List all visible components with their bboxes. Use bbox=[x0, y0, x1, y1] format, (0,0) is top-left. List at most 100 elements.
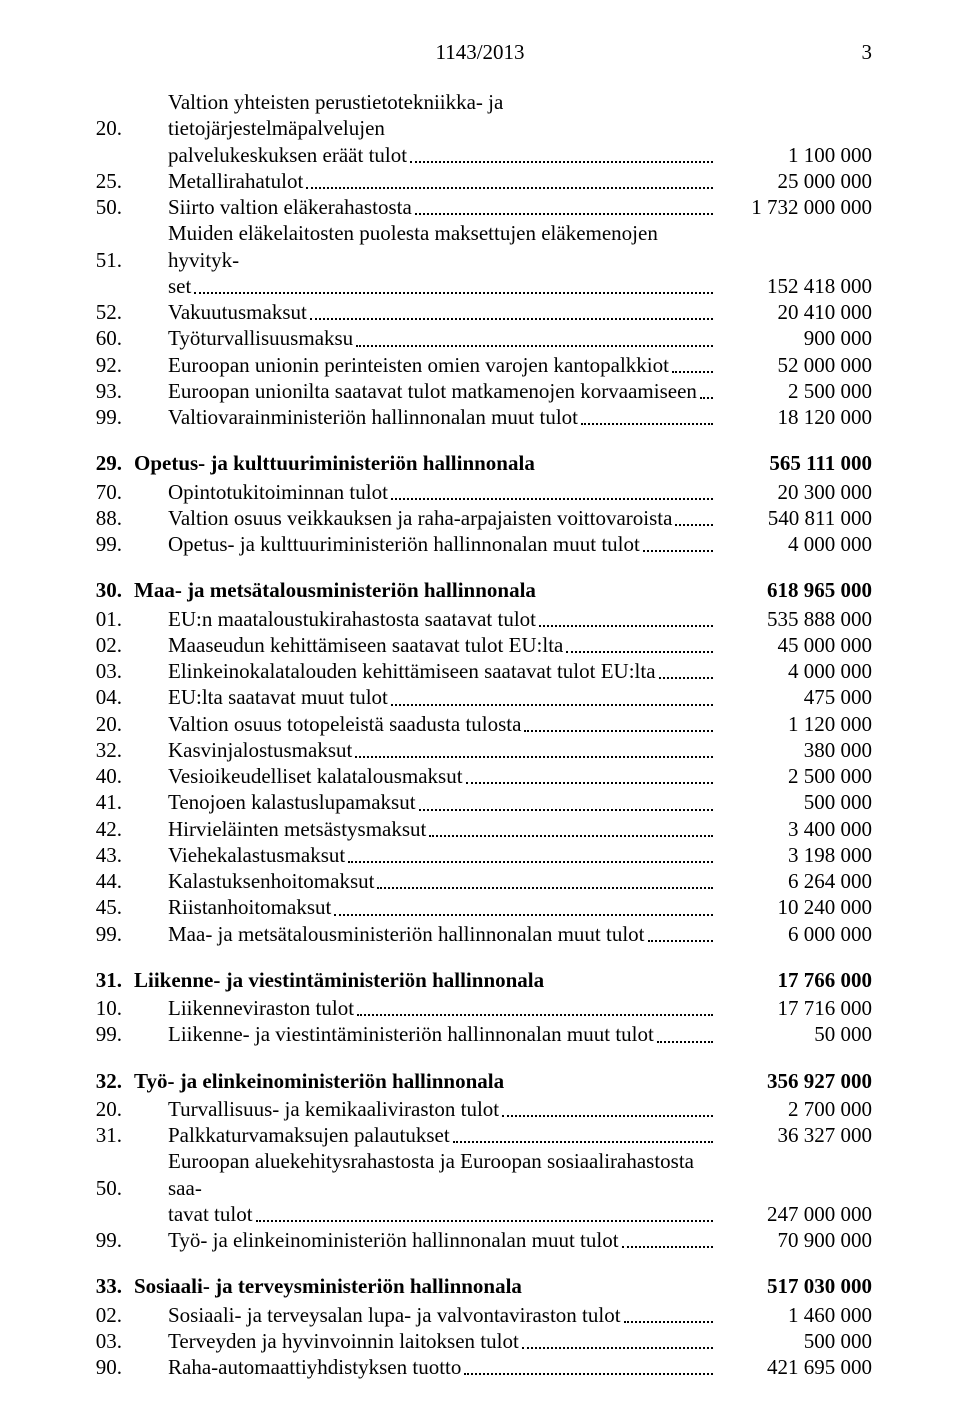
row-body: Maa- ja metsätalousministeriön hallinnon… bbox=[128, 921, 872, 947]
leader-dots bbox=[522, 1346, 713, 1349]
row-label: Muiden eläkelaitosten puolesta maksettuj… bbox=[168, 220, 716, 273]
row-label: Valtion osuus totopeleistä saadusta tulo… bbox=[168, 711, 521, 737]
row-value: 1 732 000 000 bbox=[716, 194, 872, 220]
label-wrap: Opetus- ja kulttuuriministeriön hallinno… bbox=[134, 450, 716, 476]
row-label: Maaseudun kehittämiseen saatavat tulot E… bbox=[168, 632, 563, 658]
row-number: 99. bbox=[88, 404, 128, 430]
budget-row: 45.Riistanhoitomaksut10 240 000 bbox=[88, 894, 872, 920]
row-body: Euroopan unionin perinteisten omien varo… bbox=[128, 352, 872, 378]
leader-dots bbox=[453, 1140, 713, 1143]
row-number: 60. bbox=[88, 325, 128, 351]
label-wrap: set bbox=[168, 273, 716, 299]
label-wrap: Valtion osuus veikkauksen ja raha-arpaja… bbox=[168, 505, 716, 531]
label-wrap: Euroopan aluekehitysrahastosta ja Euroop… bbox=[168, 1148, 716, 1201]
document-page: 1143/2013 3 20. Valtion yhteisten perusti… bbox=[0, 0, 960, 1420]
row-value: 380 000 bbox=[716, 737, 872, 763]
row-number: 31. bbox=[88, 1122, 128, 1148]
row-value: 535 888 000 bbox=[716, 606, 872, 632]
row-body: Opintotukitoiminnan tulot20 300 000 bbox=[128, 479, 872, 505]
row-number: 90. bbox=[88, 1354, 128, 1380]
row-number: 10. bbox=[88, 995, 128, 1021]
row-label: Vakuutusmaksut bbox=[168, 299, 307, 325]
budget-row: 60.Työturvallisuusmaksu900 000 bbox=[88, 325, 872, 351]
row-label: Liikenneviraston tulot bbox=[168, 995, 354, 1021]
row-number: 29. bbox=[88, 450, 128, 476]
budget-row: 88.Valtion osuus veikkauksen ja raha-arp… bbox=[88, 505, 872, 531]
leader-dots bbox=[391, 703, 713, 706]
row-value: 4 000 000 bbox=[716, 658, 872, 684]
row-number: 99. bbox=[88, 921, 128, 947]
budget-row: 42.Hirvieläinten metsästysmaksut3 400 00… bbox=[88, 816, 872, 842]
leader-dots bbox=[657, 1040, 713, 1043]
row-value: 6 000 000 bbox=[716, 921, 872, 947]
row-body: Valtion osuus veikkauksen ja raha-arpaja… bbox=[128, 505, 872, 531]
section-heading: 33.Sosiaali- ja terveysministeriön halli… bbox=[88, 1273, 872, 1299]
row-value bbox=[716, 220, 872, 273]
row-value: 3 400 000 bbox=[716, 816, 872, 842]
budget-row: 99. Valtiovarainministeriön hallinnonalan… bbox=[88, 404, 872, 430]
label-wrap: Palkkaturvamaksujen palautukset bbox=[168, 1122, 716, 1148]
row-body: Viehekalastusmaksut3 198 000 bbox=[128, 842, 872, 868]
row-label: Turvallisuus- ja kemikaaliviraston tulot bbox=[168, 1096, 499, 1122]
row-body: Valtiovarainministeriön hallinnonalan mu… bbox=[128, 404, 872, 430]
row-number: 40. bbox=[88, 763, 128, 789]
leader-dots bbox=[566, 650, 713, 653]
label-wrap: Euroopan unionin perinteisten omien varo… bbox=[168, 352, 716, 378]
label-wrap: Elinkeinokalatalouden kehittämiseen saat… bbox=[168, 658, 716, 684]
row-label: Opetus- ja kulttuuriministeriön hallinno… bbox=[134, 450, 535, 476]
label-wrap: Siirto valtion eläkerahastosta bbox=[168, 194, 716, 220]
label-wrap: Viehekalastusmaksut bbox=[168, 842, 716, 868]
row-label: Opintotukitoiminnan tulot bbox=[168, 479, 388, 505]
row-label: Maa- ja metsätalousministeriön hallinnon… bbox=[168, 921, 645, 947]
leader-dots bbox=[306, 186, 713, 189]
row-label: Liikenne- ja viestintäministeriön hallin… bbox=[168, 1021, 654, 1047]
row-body: Metallirahatulot25 000 000 bbox=[128, 168, 872, 194]
row-number: 20. bbox=[88, 711, 128, 737]
row-body: Hirvieläinten metsästysmaksut 3 400 000 bbox=[128, 816, 872, 842]
budget-row: 51.Muiden eläkelaitosten puolesta makset… bbox=[88, 220, 872, 273]
row-label: Siirto valtion eläkerahastosta bbox=[168, 194, 412, 220]
row-number: 25. bbox=[88, 168, 128, 194]
row-label: Liikenne- ja viestintäministeriön hallin… bbox=[134, 967, 544, 993]
row-number: 93. bbox=[88, 378, 128, 404]
page-header: 1143/2013 3 bbox=[88, 40, 872, 65]
leader-dots bbox=[357, 1013, 713, 1016]
row-body: Valtion osuus totopeleistä saadusta tulo… bbox=[128, 711, 872, 737]
row-body: Työ- ja elinkeinoministeriön hallinnonal… bbox=[128, 1227, 872, 1253]
row-value: 900 000 bbox=[716, 325, 872, 351]
leader-dots bbox=[377, 886, 713, 889]
budget-row: 01.EU:n maataloustukirahastosta saatavat… bbox=[88, 606, 872, 632]
section-heading: 31.Liikenne- ja viestintäministeriön hal… bbox=[88, 967, 872, 993]
budget-row: 04.EU:lta saatavat muut tulot475 000 bbox=[88, 684, 872, 710]
row-value: 10 240 000 bbox=[716, 894, 872, 920]
row-label: Raha-automaattiyhdistyksen tuotto bbox=[168, 1354, 461, 1380]
row-number: 45. bbox=[88, 894, 128, 920]
row-number: 50. bbox=[88, 1175, 128, 1201]
row-label: Elinkeinokalatalouden kehittämiseen saat… bbox=[168, 658, 656, 684]
budget-row: 41.Tenojoen kalastuslupamaksut500 000 bbox=[88, 789, 872, 815]
label-wrap: Valtiovarainministeriön hallinnonalan mu… bbox=[168, 404, 716, 430]
row-value: 1 460 000 bbox=[716, 1302, 872, 1328]
row-body: set152 418 000 bbox=[128, 273, 872, 299]
row-body: Muiden eläkelaitosten puolesta maksettuj… bbox=[128, 220, 872, 273]
row-label: Sosiaali- ja terveysalan lupa- ja valvon… bbox=[168, 1302, 621, 1328]
row-number: 50. bbox=[88, 194, 128, 220]
row-body: Työ- ja elinkeinoministeriön hallinnonal… bbox=[128, 1068, 872, 1094]
budget-row: 02.Sosiaali- ja terveysalan lupa- ja val… bbox=[88, 1302, 872, 1328]
row-value: 1 120 000 bbox=[716, 711, 872, 737]
row-body: Opetus- ja kulttuuriministeriön hallinno… bbox=[128, 450, 872, 476]
row-body: Tenojoen kalastuslupamaksut500 000 bbox=[128, 789, 872, 815]
leader-dots bbox=[334, 913, 713, 916]
leader-dots bbox=[675, 523, 713, 526]
section-heading: 29.Opetus- ja kulttuuriministeriön halli… bbox=[88, 450, 872, 476]
budget-row: 03.Terveyden ja hyvinvoinnin laitoksen t… bbox=[88, 1328, 872, 1354]
label-wrap: EU:lta saatavat muut tulot bbox=[168, 684, 716, 710]
label-wrap: Opintotukitoiminnan tulot bbox=[168, 479, 716, 505]
row-value bbox=[716, 1148, 872, 1201]
row-value: 36 327 000 bbox=[716, 1122, 872, 1148]
row-body: palvelukeskuksen eräät tulot1 100 000 bbox=[128, 142, 872, 168]
row-value: 247 000 000 bbox=[716, 1201, 872, 1227]
row-label: Hirvieläinten metsästysmaksut bbox=[168, 816, 426, 842]
row-value: 17 716 000 bbox=[716, 995, 872, 1021]
label-wrap: Valtion yhteisten perustietotekniikka- j… bbox=[168, 89, 716, 142]
